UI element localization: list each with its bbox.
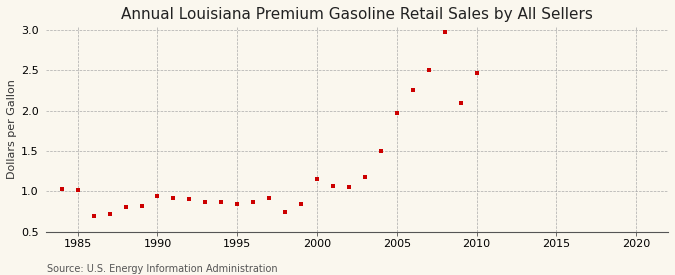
Text: Source: U.S. Energy Information Administration: Source: U.S. Energy Information Administ… bbox=[47, 264, 278, 274]
Y-axis label: Dollars per Gallon: Dollars per Gallon bbox=[7, 79, 17, 179]
Title: Annual Louisiana Premium Gasoline Retail Sales by All Sellers: Annual Louisiana Premium Gasoline Retail… bbox=[121, 7, 593, 22]
